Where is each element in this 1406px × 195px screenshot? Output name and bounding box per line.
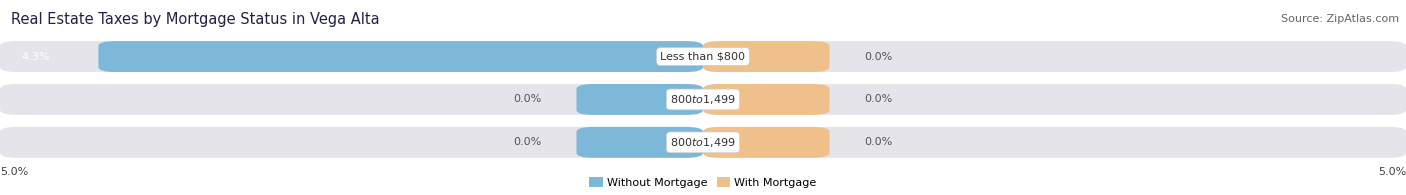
FancyBboxPatch shape xyxy=(98,41,703,72)
Text: 5.0%: 5.0% xyxy=(0,167,28,177)
Text: Source: ZipAtlas.com: Source: ZipAtlas.com xyxy=(1281,14,1399,24)
Text: 0.0%: 0.0% xyxy=(513,137,541,147)
Text: 0.0%: 0.0% xyxy=(865,137,893,147)
FancyBboxPatch shape xyxy=(703,127,830,158)
FancyBboxPatch shape xyxy=(576,84,703,115)
FancyBboxPatch shape xyxy=(703,127,1406,158)
FancyBboxPatch shape xyxy=(0,41,703,72)
Legend: Without Mortgage, With Mortgage: Without Mortgage, With Mortgage xyxy=(585,173,821,192)
FancyBboxPatch shape xyxy=(703,84,830,115)
FancyBboxPatch shape xyxy=(703,41,1406,72)
FancyBboxPatch shape xyxy=(0,84,703,115)
Text: 0.0%: 0.0% xyxy=(865,51,893,62)
FancyBboxPatch shape xyxy=(703,84,1406,115)
FancyBboxPatch shape xyxy=(703,41,830,72)
Text: $800 to $1,499: $800 to $1,499 xyxy=(671,93,735,106)
FancyBboxPatch shape xyxy=(0,127,703,158)
Text: Less than $800: Less than $800 xyxy=(661,51,745,62)
Text: 0.0%: 0.0% xyxy=(865,94,893,105)
Text: $800 to $1,499: $800 to $1,499 xyxy=(671,136,735,149)
Text: 5.0%: 5.0% xyxy=(1378,167,1406,177)
FancyBboxPatch shape xyxy=(576,127,703,158)
Text: 0.0%: 0.0% xyxy=(513,94,541,105)
Text: 4.3%: 4.3% xyxy=(21,51,49,62)
Text: Real Estate Taxes by Mortgage Status in Vega Alta: Real Estate Taxes by Mortgage Status in … xyxy=(11,12,380,27)
